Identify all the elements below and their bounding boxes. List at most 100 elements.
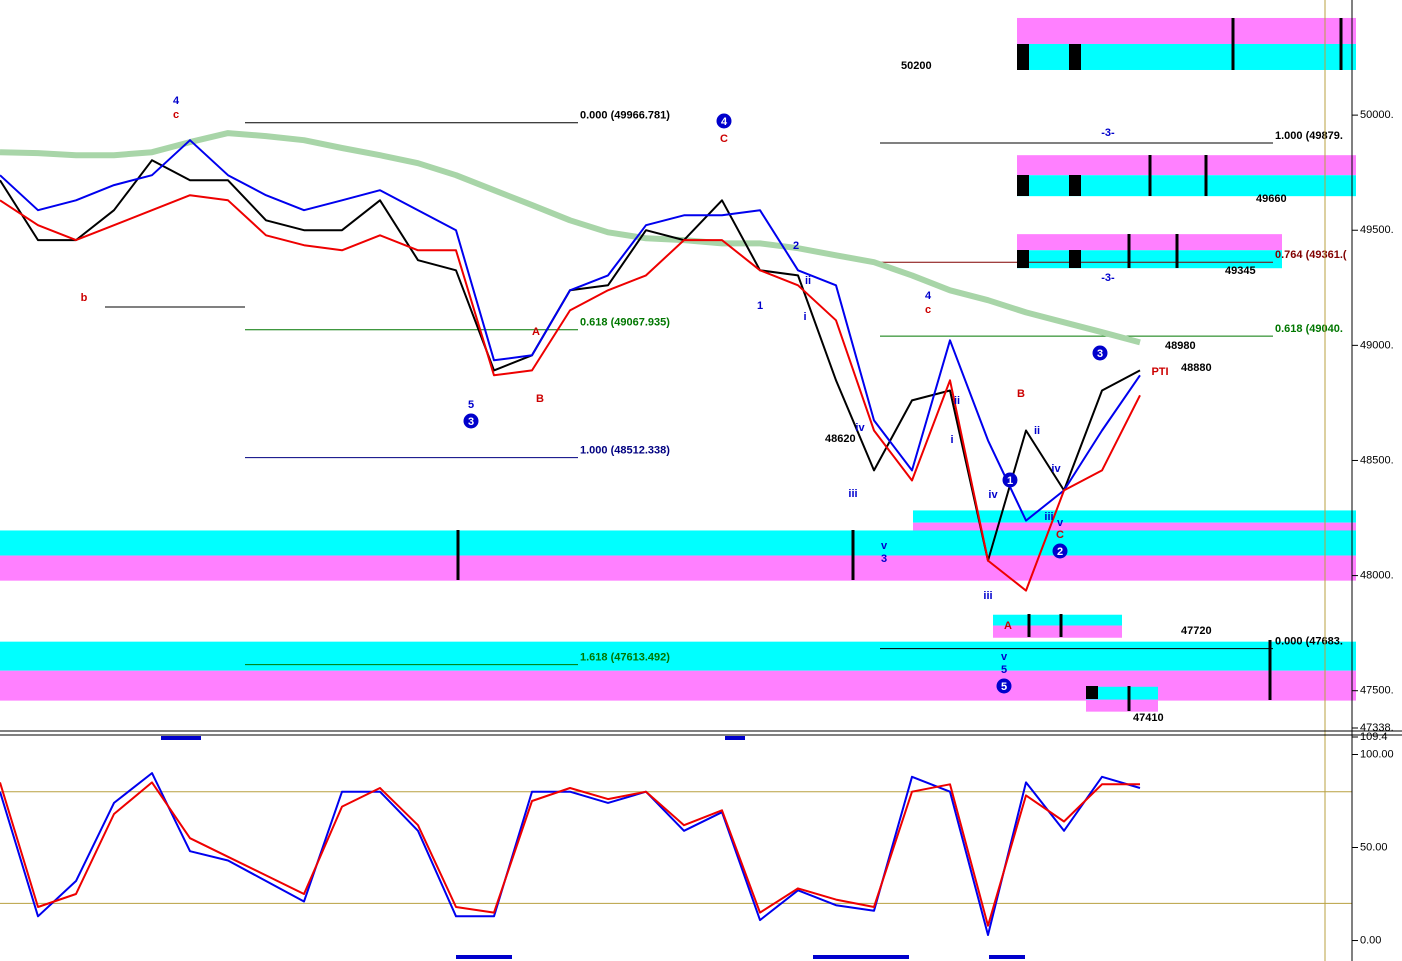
series-line xyxy=(0,130,1141,346)
wave-label: 1 xyxy=(757,300,763,312)
zone xyxy=(0,555,1356,581)
series-line xyxy=(0,194,1141,592)
zone xyxy=(993,614,1122,626)
wave-label: i xyxy=(803,311,806,323)
y-tick-label: 50000. xyxy=(1360,109,1394,121)
wave-label: i xyxy=(950,434,953,446)
wave-label: -3- xyxy=(1101,272,1115,284)
wave-label: 4 xyxy=(925,290,932,302)
wave-label: 3 xyxy=(881,553,887,565)
zone xyxy=(993,625,1122,638)
wave-label: ii xyxy=(954,395,960,407)
circled-label: 5 xyxy=(1001,681,1007,693)
wave-label: B xyxy=(536,393,544,405)
wave-label: c xyxy=(173,109,179,121)
y-tick-label: 47500. xyxy=(1360,685,1394,697)
y-tick-label: 100.00 xyxy=(1360,748,1394,760)
wave-label: A xyxy=(532,326,540,338)
y-tick-label: 48000. xyxy=(1360,569,1394,581)
fib-label: 0.000 (49966.781) xyxy=(580,110,670,122)
wave-label: -3- xyxy=(1101,127,1115,139)
wave-label: C xyxy=(1056,529,1064,541)
fib-label: 0.618 (49067.935) xyxy=(580,317,670,329)
y-tick-label: 0.00 xyxy=(1360,934,1381,946)
zone xyxy=(1086,686,1158,700)
zone xyxy=(1017,250,1282,269)
price-label: 48980 xyxy=(1165,340,1196,352)
circled-label: 3 xyxy=(1097,348,1103,360)
circled-label: 4 xyxy=(721,116,728,128)
y-tick-label: 49000. xyxy=(1360,339,1394,351)
price-label: 49660 xyxy=(1256,193,1287,205)
price-label: 49345 xyxy=(1225,265,1256,277)
zone-block xyxy=(1069,175,1081,196)
wave-label: v xyxy=(1001,651,1008,663)
wave-label: A xyxy=(1004,620,1012,632)
series-line xyxy=(0,772,1141,936)
wave-circle xyxy=(1002,472,1018,488)
wave-label: iv xyxy=(988,489,998,501)
marker-bar xyxy=(989,955,1025,959)
wave-label: 5 xyxy=(1001,664,1007,676)
wave-circle xyxy=(1052,543,1068,559)
zone xyxy=(0,641,1356,671)
wave-label: iii xyxy=(1044,511,1053,523)
zone xyxy=(1017,17,1356,44)
fib-label: 1.000 (48512.338) xyxy=(580,445,670,457)
wave-circle xyxy=(463,413,479,429)
y-tick-label: 109.4 xyxy=(1360,731,1388,743)
fib-label: 1.618 (47613.492) xyxy=(580,651,670,663)
wave-label: iii xyxy=(848,488,857,500)
wave-label: iv xyxy=(1051,463,1061,475)
wave-circle xyxy=(996,678,1012,694)
fib-label: 1.000 (49879. xyxy=(1275,130,1343,142)
circled-label: 3 xyxy=(468,416,474,428)
series-line xyxy=(0,139,1141,522)
zone xyxy=(913,510,1356,523)
wave-label: b xyxy=(81,292,88,304)
wave-label: iv xyxy=(855,422,865,434)
zone-block xyxy=(1069,250,1081,268)
price-label: 48620 xyxy=(825,433,856,445)
price-label: 47720 xyxy=(1181,625,1212,637)
wave-label: C xyxy=(720,133,728,145)
y-tick-label: 48500. xyxy=(1360,454,1394,466)
zone-block xyxy=(1017,175,1029,196)
fib-label: 0.000 (47683. xyxy=(1275,635,1343,647)
price-label: 50200 xyxy=(901,60,932,72)
wave-circle xyxy=(1092,345,1108,361)
zone-block xyxy=(1017,250,1029,268)
plot-layer: 0.000 (49966.781) 0.618 (49067.935) 1.000 … xyxy=(0,17,1394,946)
wave-label: B xyxy=(1017,388,1025,400)
wave-label: c xyxy=(925,304,931,316)
marker-bar xyxy=(725,736,745,740)
wave-label: 4 xyxy=(173,95,180,107)
zone-block xyxy=(1086,686,1098,699)
wave-circle xyxy=(716,113,732,129)
zone-block xyxy=(1017,44,1029,70)
y-tick-label: 50.00 xyxy=(1360,841,1388,853)
wave-label: iii xyxy=(983,590,992,602)
y-tick-label: 49500. xyxy=(1360,224,1394,236)
zone xyxy=(1017,175,1356,197)
fib-label: 0.618 (49040. xyxy=(1275,323,1343,335)
zone xyxy=(1086,699,1158,712)
circled-label: 2 xyxy=(1057,546,1063,558)
series-line xyxy=(0,781,1140,927)
zone xyxy=(1017,234,1282,251)
zone xyxy=(1017,155,1356,176)
price-label: 47410 xyxy=(1133,712,1164,724)
wave-label: 5 xyxy=(468,399,474,411)
wave-label: 2 xyxy=(793,240,799,252)
marker-bar xyxy=(456,955,512,959)
marker-bar xyxy=(161,736,201,740)
fib-label: 0.764 (49361.( xyxy=(1275,249,1347,261)
wave-label: PTI xyxy=(1151,366,1168,378)
wave-label: ii xyxy=(805,275,811,287)
price-label: 48880 xyxy=(1181,362,1212,374)
wave-label: v xyxy=(1057,517,1064,529)
wave-label: ii xyxy=(1034,425,1040,437)
wave-label: v xyxy=(881,540,888,552)
